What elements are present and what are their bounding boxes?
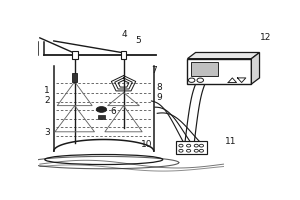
Text: 7: 7 bbox=[151, 66, 157, 75]
Circle shape bbox=[197, 78, 203, 82]
Text: 8: 8 bbox=[157, 83, 162, 92]
Bar bbox=[72, 51, 78, 59]
Text: 4: 4 bbox=[122, 30, 128, 39]
Text: 1: 1 bbox=[44, 86, 50, 95]
Bar bbox=[121, 51, 126, 59]
Circle shape bbox=[179, 144, 183, 147]
Circle shape bbox=[199, 149, 203, 152]
Circle shape bbox=[199, 144, 203, 147]
Text: 5: 5 bbox=[136, 36, 142, 45]
Bar bbox=[191, 62, 218, 76]
Text: 10: 10 bbox=[141, 140, 152, 149]
Text: 9: 9 bbox=[157, 93, 162, 102]
Circle shape bbox=[179, 149, 183, 152]
Text: 3: 3 bbox=[44, 128, 50, 137]
Circle shape bbox=[194, 149, 198, 152]
Bar bbox=[72, 73, 77, 82]
Circle shape bbox=[188, 78, 195, 82]
Ellipse shape bbox=[45, 155, 163, 165]
Text: 6: 6 bbox=[110, 107, 116, 116]
Bar bbox=[188, 59, 251, 84]
Text: 2: 2 bbox=[44, 96, 50, 105]
Circle shape bbox=[187, 149, 191, 152]
Ellipse shape bbox=[96, 107, 107, 112]
Circle shape bbox=[194, 144, 198, 147]
Polygon shape bbox=[251, 52, 260, 84]
Bar bbox=[176, 141, 207, 154]
Text: 11: 11 bbox=[225, 137, 236, 146]
Circle shape bbox=[187, 144, 191, 147]
Bar bbox=[98, 115, 105, 119]
Polygon shape bbox=[188, 52, 260, 59]
Text: 12: 12 bbox=[260, 33, 271, 42]
